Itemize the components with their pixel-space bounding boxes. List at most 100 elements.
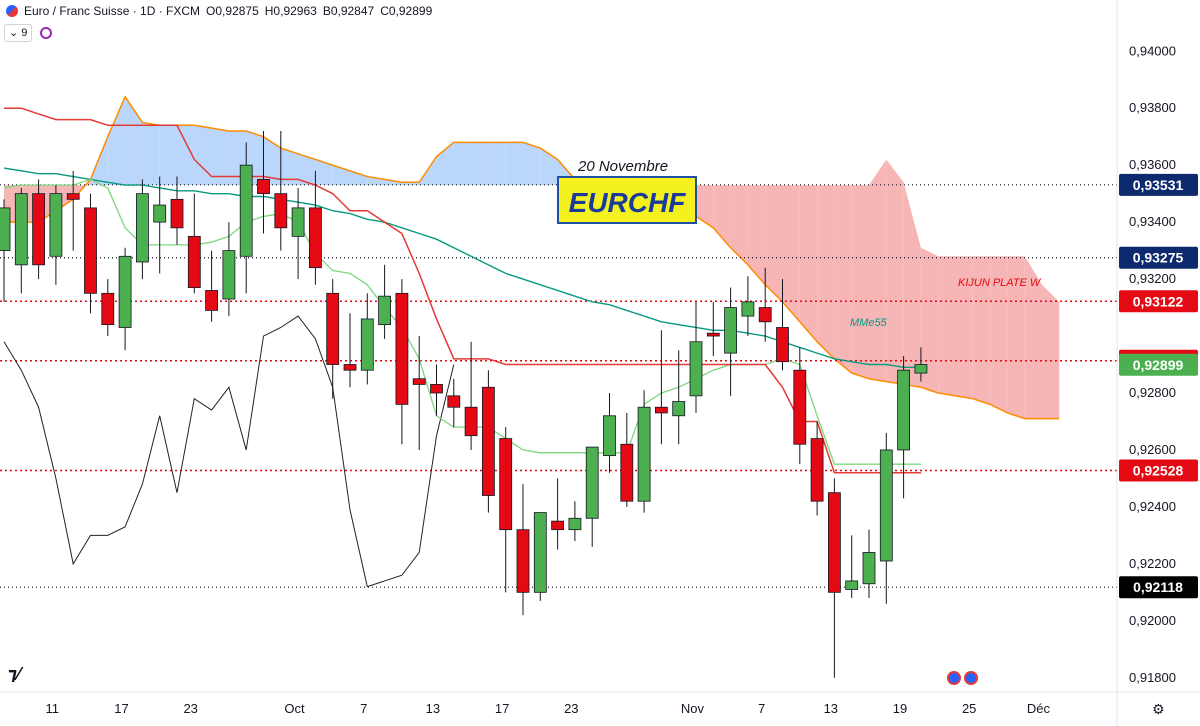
cloud-segment (125, 96, 143, 186)
tradingview-logo-icon[interactable]: ⁊⁄ (8, 664, 21, 684)
candle (585, 446, 599, 547)
cloud-segment (211, 128, 229, 186)
candle-down (205, 290, 219, 311)
time-tick-label: Oct (284, 701, 305, 716)
price-tick-label: 0,93800 (1129, 100, 1176, 115)
candle (205, 250, 219, 322)
candle-down (516, 529, 530, 593)
time-tick-label: 13 (824, 701, 838, 716)
chikou-span-line (3, 315, 455, 588)
candle-down (326, 292, 340, 365)
candle (533, 512, 547, 601)
candle-up (49, 193, 63, 257)
candle-up (135, 193, 149, 263)
candle-down (170, 198, 184, 229)
candle-down (257, 179, 270, 195)
candle (776, 279, 789, 371)
candle (464, 341, 478, 450)
candle (862, 529, 876, 599)
candle-down (776, 327, 789, 363)
candle (153, 176, 167, 274)
candle (66, 170, 80, 251)
candle-up (672, 401, 686, 417)
currency-flag-icon (6, 5, 18, 17)
senkou-span-a-line (4, 95, 1060, 420)
price-label: 0,92528 (1133, 462, 1184, 478)
candle (447, 378, 461, 428)
candle (689, 301, 703, 413)
candle (170, 176, 184, 245)
candle-up (153, 204, 167, 223)
cloud-segment (782, 185, 800, 322)
close-value: C0,92899 (380, 4, 433, 18)
cloud-segment (903, 182, 921, 388)
candle-down (828, 492, 841, 593)
cloud-segment (453, 142, 472, 186)
candle-up (360, 318, 374, 371)
cloud-segment (505, 142, 523, 186)
candle-down (308, 207, 322, 269)
symbol-name[interactable]: Euro / Franc Suisse · 1D · FXCM (24, 4, 201, 18)
price-tick-label: 0,93600 (1129, 157, 1176, 172)
candle (291, 187, 305, 280)
cloud-segment (142, 122, 160, 186)
candle (412, 336, 426, 450)
cloud-segment (177, 125, 195, 186)
candle (672, 350, 686, 445)
candle-down (499, 438, 513, 531)
high-value: H0,92963 (264, 4, 317, 18)
event-marker-icon[interactable] (947, 671, 961, 685)
candle-up (0, 207, 11, 252)
candle-up (14, 193, 28, 266)
price-tick-label: 0,92400 (1129, 499, 1176, 514)
candle (637, 390, 651, 513)
indicator-toggle[interactable]: ⌄ 9 (4, 24, 33, 42)
candle (395, 279, 409, 445)
candle-down (395, 292, 409, 405)
cloud-segment (869, 159, 887, 382)
time-tick-label: Déc (1027, 701, 1051, 716)
price-label: 0,93531 (1133, 177, 1184, 193)
candle-down (66, 193, 80, 200)
candle-down (464, 406, 478, 437)
time-tick-label: 25 (962, 701, 976, 716)
candle-up (118, 255, 132, 328)
price-label-bg (1119, 290, 1198, 313)
candle (32, 179, 45, 280)
candle-up (637, 406, 651, 502)
price-label-bg (1119, 459, 1198, 482)
candle (222, 222, 236, 317)
cloud-segment (799, 185, 818, 342)
gear-icon[interactable]: ⚙ (1152, 701, 1165, 717)
candle-down (343, 364, 357, 371)
price-label: 0,92899 (1133, 357, 1184, 373)
candle (655, 330, 668, 445)
tenkan-sen-line (3, 178, 921, 465)
cloud-segment (350, 170, 368, 186)
candle-down (101, 292, 115, 326)
candle-down (447, 395, 461, 408)
candle (706, 301, 720, 356)
candle (879, 432, 893, 604)
candle (568, 501, 582, 542)
candle-up (585, 446, 599, 519)
candle-up (533, 512, 547, 593)
price-label: 0,93275 (1133, 250, 1184, 266)
time-tick-label: 19 (893, 701, 907, 716)
candle (430, 364, 443, 416)
candle-up (914, 364, 928, 374)
cloud-segment (765, 185, 783, 302)
candle-down (655, 406, 668, 414)
pair-label-box (557, 176, 697, 224)
candle-down (412, 378, 426, 385)
candle (274, 130, 288, 251)
refresh-icon[interactable] (40, 27, 53, 39)
event-marker-icon-2[interactable] (964, 671, 978, 685)
candle (758, 267, 772, 342)
candle-down (187, 235, 201, 289)
candle-up (862, 552, 876, 585)
candle-down (274, 193, 288, 229)
candle (101, 279, 115, 337)
candle (0, 199, 11, 302)
